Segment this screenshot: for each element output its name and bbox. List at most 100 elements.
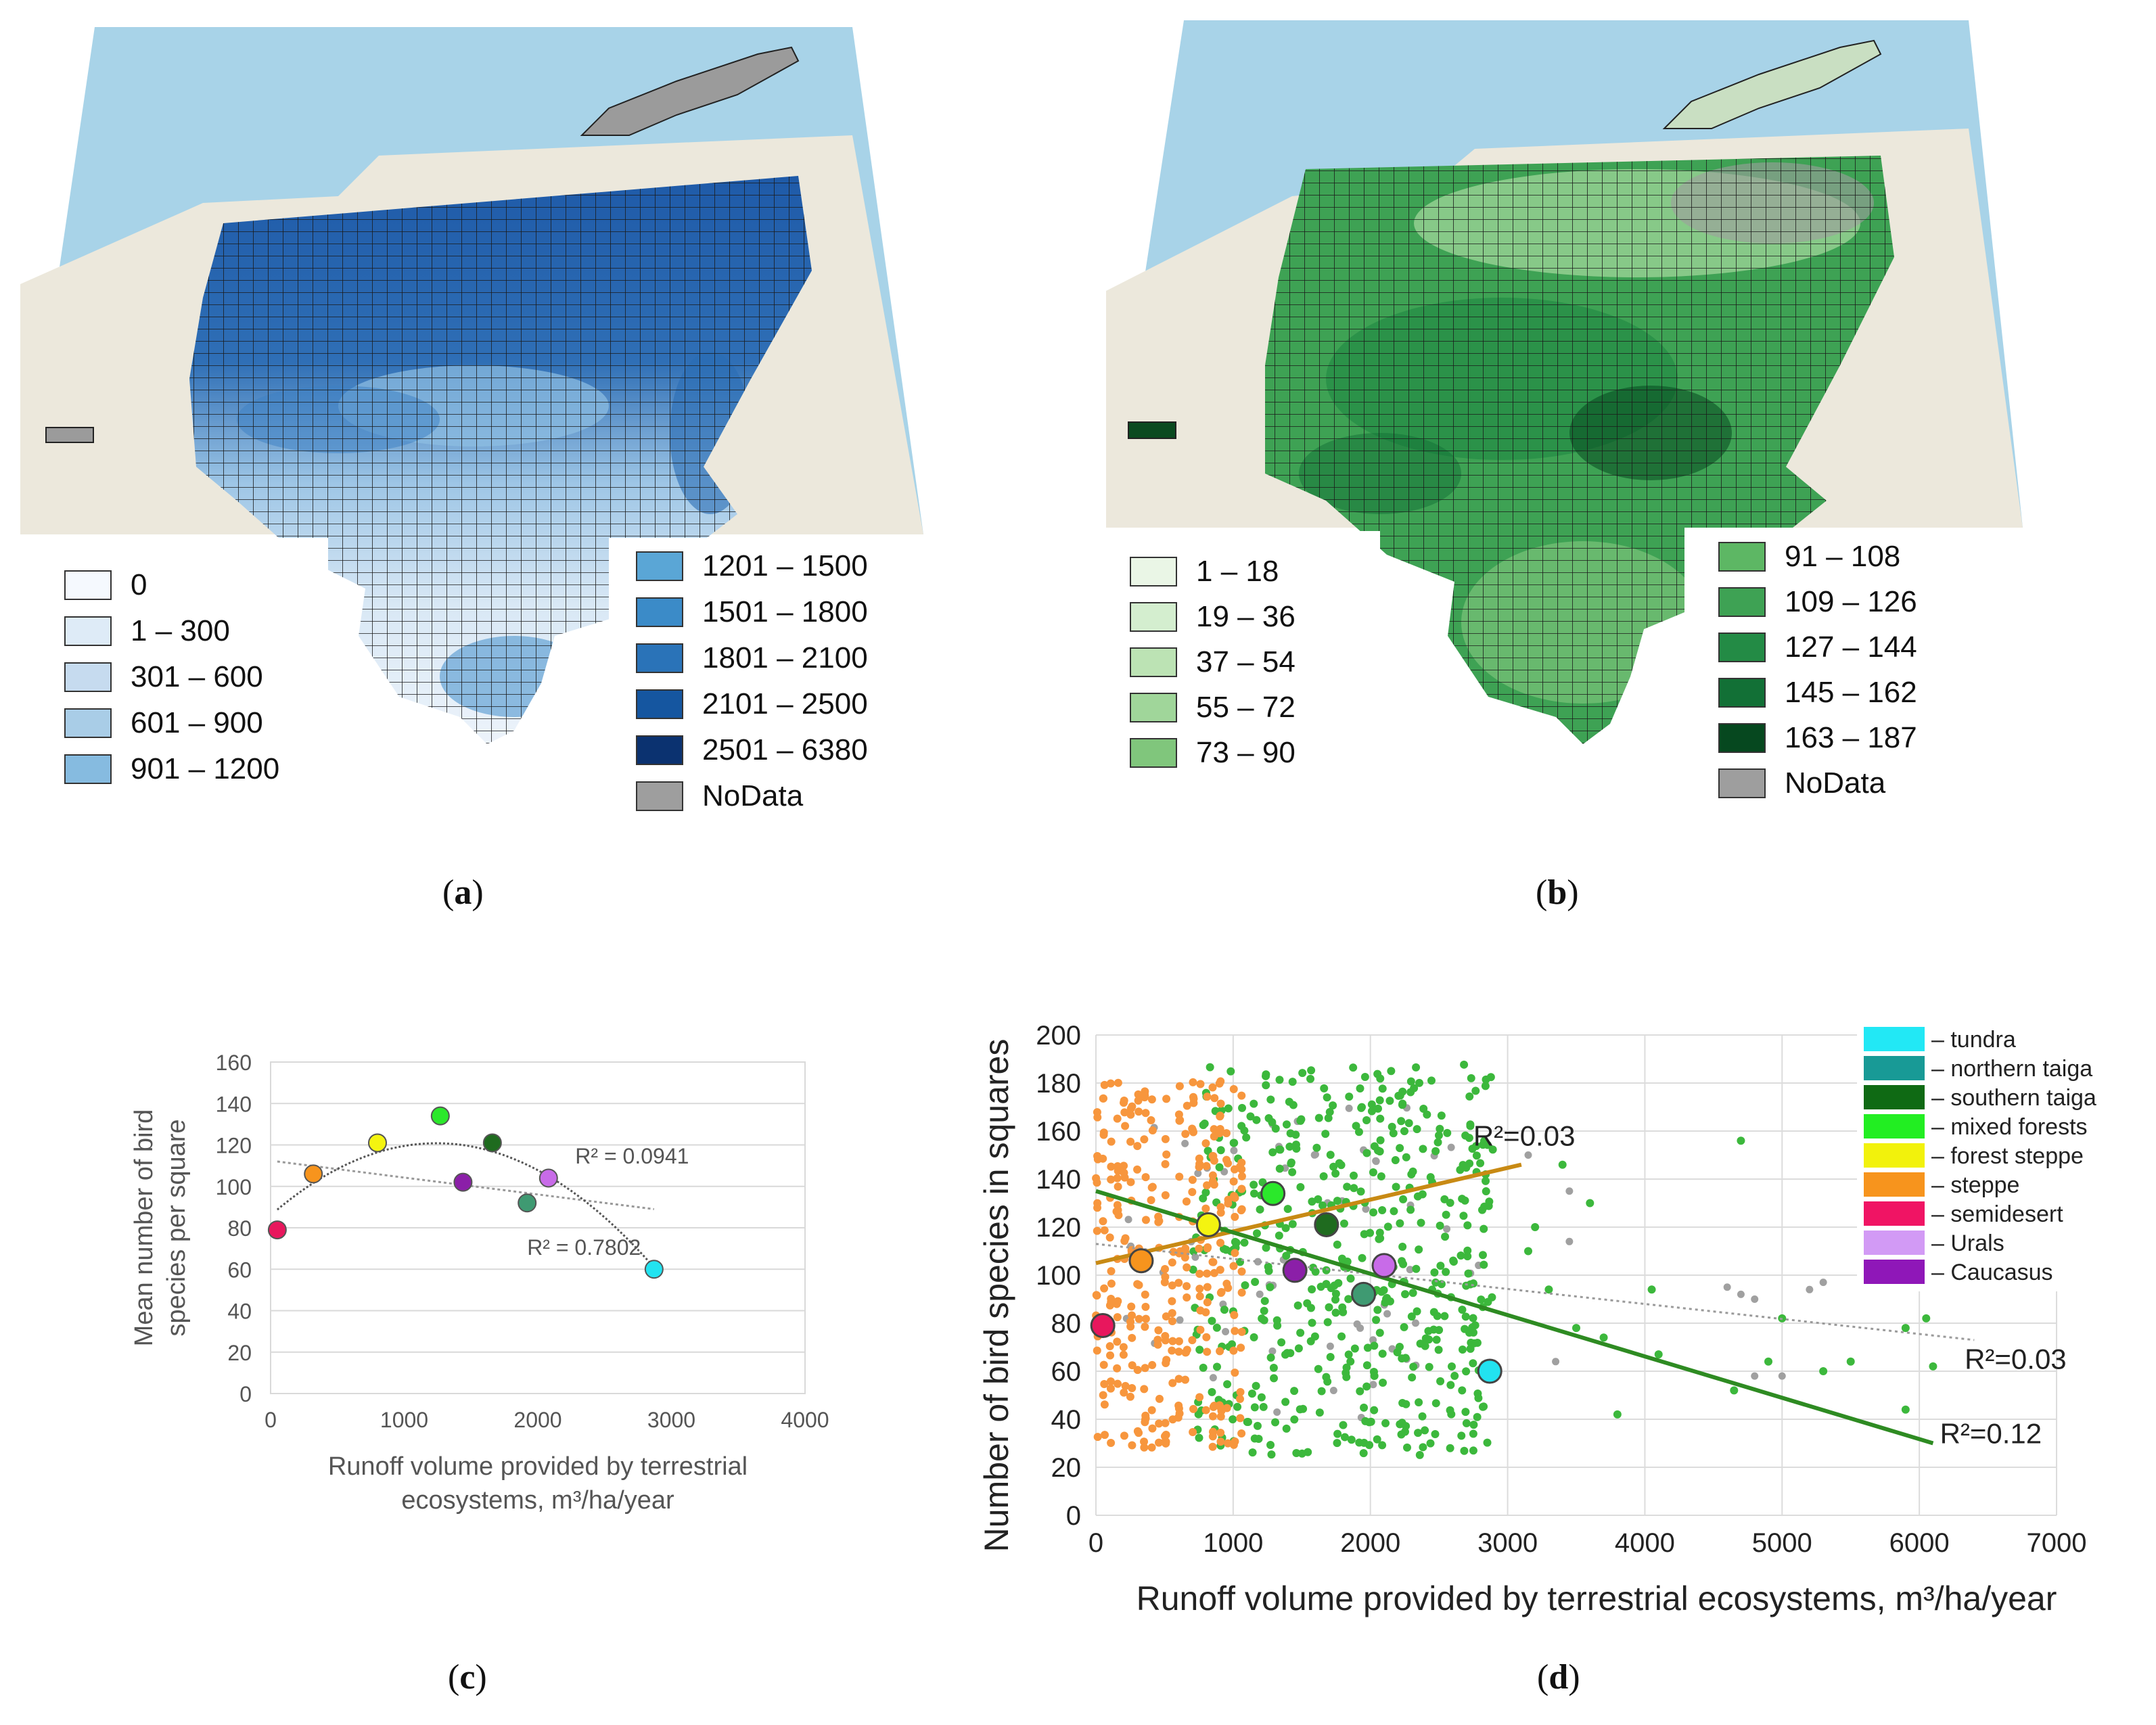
data-point-steppe [1107,1175,1116,1184]
map-island [1662,39,1882,129]
data-point-forest [1294,1344,1303,1353]
legend-swatch [1130,693,1177,722]
y-tick-label: 60 [227,1258,252,1282]
data-point-forest [1463,1252,1472,1261]
data-point-forest [1425,1335,1433,1344]
data-point-forest [1240,1238,1249,1247]
data-point-forest [1819,1367,1828,1375]
legend-label: – Caucasus [1931,1260,2053,1285]
data-point-forest [1281,1224,1290,1233]
data-point-steppe [1174,1110,1183,1119]
data-point-forest [1359,1449,1368,1458]
data-point-forest [1252,1229,1261,1238]
data-point-forest [1308,1318,1316,1327]
data-point-forest [1365,1441,1374,1450]
data-point-forest [1403,1443,1412,1452]
y-tick-label: 60 [1051,1357,1082,1387]
y-tick-label: 140 [1036,1165,1081,1195]
data-point-steppe [1208,1177,1217,1186]
legend-label: 601 – 900 [131,706,263,739]
data-point-forest [1281,1398,1290,1406]
data-point-forest [1457,1431,1466,1440]
y-tick-label: 20 [227,1341,252,1365]
data-point-all [1565,1237,1574,1245]
data-point-forest [1329,1101,1337,1110]
data-point-steppe [1168,1379,1177,1387]
data-point-forest [1250,1434,1259,1443]
data-point-steppe [1133,1366,1142,1375]
data-point-forest [1322,1280,1331,1289]
data-point-forest [1398,1354,1406,1363]
data-point-steppe [1134,1314,1143,1323]
data-point-steppe [1105,1233,1114,1242]
legend-b-item: 109 – 126 [1718,585,1917,619]
data-point-forest [1238,1103,1247,1112]
data-point-steppe [1183,1101,1191,1110]
data-point-forest [1469,1359,1477,1368]
data-point-forest [1436,1377,1445,1385]
data-point-steppe [1141,1091,1149,1100]
data-point-forest [1375,1147,1384,1156]
data-point-forest [1223,1380,1232,1389]
data-point-steppe [1195,1285,1204,1293]
data-point-forest [1366,1228,1375,1237]
data-point-forest [1379,1286,1388,1295]
data-point-forest [1231,1237,1239,1246]
data-point-steppe [1188,1188,1197,1197]
data-point-forest [1376,1234,1385,1243]
data-point-forest [1314,1113,1323,1122]
data-point-steppe [1147,1095,1156,1104]
data-point-forest [1398,1243,1407,1251]
data-point-steppe [1100,1379,1109,1388]
data-point-forest [1361,1417,1370,1425]
data-point-forest [1572,1324,1580,1333]
data-point-steppe [1140,1135,1149,1144]
data-point-steppe [1183,1282,1191,1291]
data-point-forest [1441,1233,1450,1241]
data-point-all [1209,1374,1217,1382]
x-tick-label: 4000 [1615,1528,1675,1558]
data-point-forest [1326,1353,1335,1362]
data-point-forest [1415,1245,1423,1254]
x-tick-label: 7000 [2027,1528,2087,1558]
data-point-forest [1443,1128,1452,1137]
data-point-all [1372,1157,1380,1166]
data-point-forest [1326,1151,1335,1159]
data-point-forest [1322,1373,1331,1381]
data-point-forest [1404,1119,1413,1128]
data-point-steppe [1180,1375,1189,1384]
legend-swatch [1718,587,1766,617]
data-point-steppe [1100,1226,1109,1235]
data-point-steppe [1210,1094,1219,1103]
data-point-forest [1343,1182,1352,1191]
data-point-forest [1240,1126,1249,1135]
data-point [518,1193,537,1213]
data-point-steppe [1141,1322,1149,1331]
data-point-forest [1367,1100,1376,1109]
data-point [430,1106,450,1126]
y-tick-label: 140 [216,1092,252,1116]
data-point-forest [1446,1444,1454,1452]
y-tick-label: 40 [227,1300,252,1324]
data-point-steppe [1147,1196,1155,1205]
y-tick-label: 100 [216,1175,252,1199]
data-point-forest [1373,1435,1381,1444]
data-point-forest [1373,1306,1382,1314]
data-point-forest [1344,1295,1353,1304]
data-point-steppe [1161,1265,1170,1274]
data-point-forest [1402,1422,1410,1431]
data-point [368,1133,387,1153]
data-point-steppe [1113,1201,1122,1210]
data-point-steppe [1093,1152,1102,1161]
data-point-forest [1460,1060,1469,1069]
data-point-forest [1387,1122,1396,1131]
data-point-forest [1408,1289,1417,1297]
legend-a-item: 0 [64,568,147,602]
data-point-steppe [1183,1263,1191,1272]
data-point-forest [1370,1341,1379,1350]
data-point-forest [1346,1274,1355,1283]
y-tick-label: 160 [1036,1117,1081,1147]
legend-swatch [1864,1201,1925,1226]
data-point-steppe [1203,1269,1212,1278]
